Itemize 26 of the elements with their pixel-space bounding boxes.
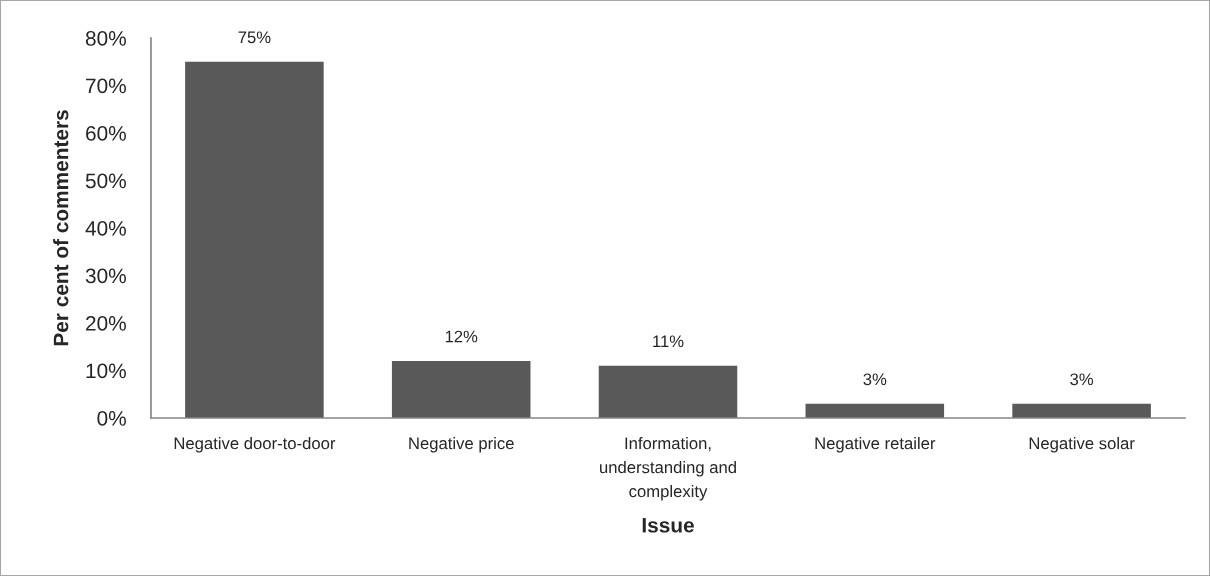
x-axis-title: Issue — [642, 518, 694, 533]
x-tick-label: Negative retailer — [815, 437, 936, 453]
y-tick-label: 40% — [85, 221, 126, 236]
data-label: 3% — [1070, 373, 1094, 386]
x-tick-label: Information, understanding and complexity — [600, 437, 736, 501]
bar — [185, 61, 324, 418]
y-axis-title: Per cent of commenters — [53, 110, 69, 346]
bar — [805, 403, 945, 418]
y-tick-label: 80% — [85, 31, 126, 46]
y-tick-label: 50% — [85, 173, 126, 189]
y-tick-label: 60% — [86, 126, 126, 141]
data-label: 3% — [863, 373, 887, 386]
data-label: 75% — [238, 31, 271, 44]
data-label: 12% — [445, 330, 478, 343]
x-tick-label: Negative door-to-door — [174, 437, 336, 453]
bar — [1012, 403, 1151, 418]
data-label: 11% — [653, 335, 684, 348]
bar — [598, 365, 738, 418]
x-tick-label: Negative price — [409, 437, 514, 453]
y-tick-label: 10% — [86, 363, 126, 379]
y-tick-label: 20% — [86, 316, 126, 331]
y-tick-label: 70% — [86, 78, 126, 94]
bar — [391, 361, 531, 418]
y-tick-label: 0% — [97, 411, 126, 426]
x-tick-label: Negative solar — [1029, 437, 1135, 453]
y-tick-label: 30% — [85, 268, 126, 284]
